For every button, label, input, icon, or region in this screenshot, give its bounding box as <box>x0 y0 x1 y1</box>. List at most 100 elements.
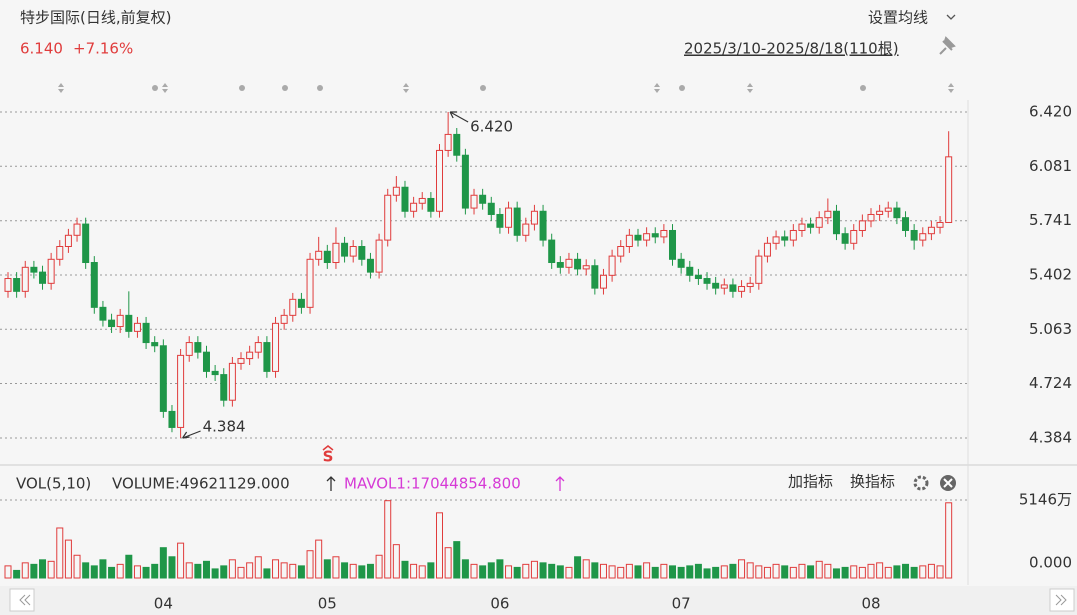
candle-body <box>746 282 754 288</box>
candle-body <box>64 234 72 247</box>
volume-bar <box>4 565 12 579</box>
volume-bar <box>798 563 806 579</box>
candle-body <box>323 250 331 264</box>
vol-title: VOL(5,10) <box>16 475 91 493</box>
candle-body <box>884 207 892 212</box>
volume-bar <box>142 566 150 579</box>
candle-body <box>56 245 64 260</box>
volume-bar <box>634 565 642 579</box>
candle-body <box>945 156 953 223</box>
gear-icon[interactable] <box>913 475 929 491</box>
signal-label: S <box>323 448 334 466</box>
candle-body <box>643 233 651 241</box>
candle-body <box>99 306 107 321</box>
x-tick-label: 07 <box>672 595 691 613</box>
y-tick-label: 6.420 <box>1029 103 1072 121</box>
candle-body <box>263 342 271 372</box>
volume-bar <box>712 566 720 579</box>
volume-bar <box>824 563 832 579</box>
candle-body <box>712 282 720 289</box>
volume-bar <box>39 559 47 579</box>
candle-body <box>384 194 392 241</box>
candle-body <box>202 351 210 372</box>
change-indicator[interactable]: 换指标 <box>850 473 895 491</box>
volume-bar <box>108 566 116 579</box>
volume-bar <box>599 563 607 579</box>
date-range[interactable]: 2025/3/10-2025/8/18(110根) <box>684 40 899 58</box>
arrow-head <box>182 431 190 439</box>
volume-bar <box>591 562 599 579</box>
candle-body <box>772 236 780 244</box>
candle-body <box>738 286 746 292</box>
volume-bar <box>306 550 314 579</box>
volume-bar <box>220 565 228 579</box>
volume-bar <box>56 527 64 579</box>
volume-bar <box>582 559 590 579</box>
y-tick-label: 4.384 <box>1029 429 1072 447</box>
up-arrow <box>326 476 336 491</box>
candle-body <box>4 278 12 292</box>
up-arrow <box>555 476 565 491</box>
candle-body <box>332 242 340 264</box>
volume-bar <box>453 541 461 579</box>
volume-bar <box>893 565 901 579</box>
volume-bar <box>194 563 202 579</box>
candle-body <box>47 258 55 284</box>
volume-bar <box>565 566 573 579</box>
volume-bar <box>461 559 469 579</box>
candle-body <box>763 242 771 257</box>
volume-bar <box>669 565 677 579</box>
pin-icon[interactable] <box>939 36 956 55</box>
x-tick-label: 06 <box>490 595 509 613</box>
candle-body <box>427 197 435 212</box>
ma-setting[interactable]: 设置均线 <box>868 9 928 27</box>
candle-body <box>444 133 452 151</box>
volume-bar <box>694 563 702 579</box>
scroll-right[interactable] <box>1049 588 1075 612</box>
candle-body <box>410 202 418 212</box>
close-cross <box>943 478 953 488</box>
chevron <box>946 14 956 20</box>
scroll-left[interactable] <box>9 588 35 612</box>
volume-bar <box>315 539 323 579</box>
annotation-label: 4.384 <box>203 418 246 436</box>
candle-body <box>669 229 677 260</box>
y-tick-label: 5.402 <box>1029 266 1072 284</box>
volume-bar <box>392 544 400 579</box>
candle-body <box>453 133 461 156</box>
volume-bar <box>30 563 38 579</box>
x-tick-label: 05 <box>318 595 337 613</box>
volume-bar <box>617 566 625 579</box>
volume-bar <box>910 566 918 579</box>
volume-bar <box>919 565 927 579</box>
candle-body <box>280 314 288 324</box>
candle-body <box>677 258 685 268</box>
annotation-label: 6.420 <box>470 118 513 136</box>
volume-bar <box>99 559 107 579</box>
volume-bar <box>228 559 236 579</box>
volume-bar <box>64 539 72 579</box>
volume-bar <box>574 556 582 579</box>
volume-bar <box>936 565 944 579</box>
candle-body <box>116 314 124 328</box>
candle-body <box>841 233 849 244</box>
candle-body <box>660 229 668 238</box>
volume-bar <box>858 566 866 579</box>
candle-body <box>375 239 383 273</box>
candle-body <box>625 234 633 247</box>
signal-hat <box>322 445 334 451</box>
volume-bar <box>202 560 210 579</box>
candle-body <box>159 345 167 412</box>
candle-body <box>211 370 219 376</box>
candle-body <box>608 255 616 276</box>
candle-body <box>168 410 176 428</box>
candle-body <box>125 314 133 332</box>
candle-body <box>341 242 349 257</box>
volume-bar <box>738 559 746 579</box>
volume-bar <box>436 512 443 579</box>
candle-body <box>177 354 185 428</box>
volume-bar <box>211 568 219 579</box>
volume-bar <box>280 562 288 579</box>
add-indicator[interactable]: 加指标 <box>788 473 833 491</box>
time-bar <box>0 586 1077 615</box>
